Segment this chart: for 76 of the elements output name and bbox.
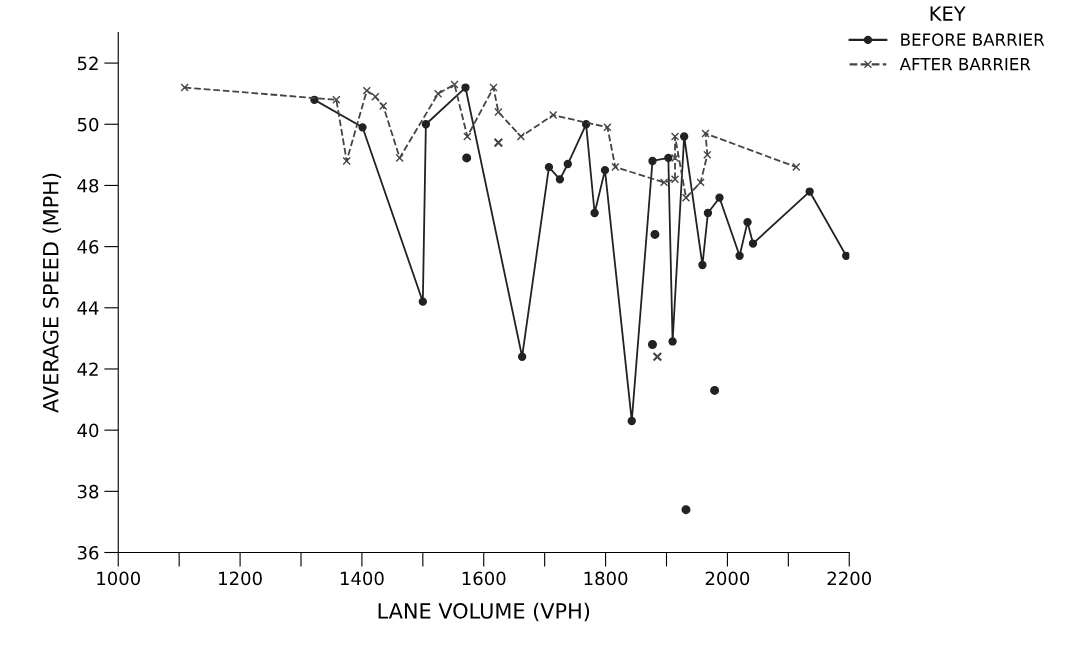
point [517, 352, 527, 361]
point [371, 92, 380, 101]
point [627, 416, 636, 426]
point [652, 351, 663, 362]
point [703, 150, 712, 160]
point [463, 132, 472, 141]
y-tick-label: 40 [77, 423, 99, 438]
point [659, 178, 669, 187]
point [670, 175, 680, 184]
point [648, 156, 657, 166]
point [494, 107, 503, 117]
point [332, 95, 341, 104]
point [489, 83, 498, 92]
y-axis-title: AVERAGE SPEED (MPH) [42, 173, 62, 413]
y-tick-label: 52 [77, 56, 98, 71]
point [710, 385, 720, 395]
point [715, 193, 724, 202]
point [362, 86, 371, 95]
point [681, 193, 691, 202]
point [647, 340, 657, 349]
legend-label: BEFORE BARRIER [901, 33, 1045, 46]
point [748, 239, 758, 248]
x-axis-title: LANE VOLUME (VPH) [378, 602, 590, 622]
point [395, 153, 404, 163]
point [743, 217, 752, 227]
y-tick-label: 36 [77, 545, 99, 560]
legend-title: KEY [930, 6, 966, 21]
point [544, 162, 554, 172]
y-tick-label: 46 [77, 240, 99, 254]
point [805, 187, 814, 196]
x-tick-label: 1200 [219, 571, 262, 586]
point [681, 505, 691, 515]
point [418, 297, 428, 306]
point [650, 229, 660, 239]
point [603, 123, 612, 132]
y-tick-label: 42 [77, 362, 98, 376]
point [696, 178, 705, 187]
point [493, 137, 504, 148]
point [555, 175, 565, 184]
y-tick-label: 50 [77, 117, 99, 132]
y-tick-label: 38 [77, 484, 99, 499]
x-tick-label: 1600 [462, 571, 506, 586]
point [842, 251, 850, 260]
point [563, 159, 572, 169]
x-tick-label: 1800 [584, 571, 628, 586]
point [549, 110, 558, 120]
x-tick-label: 1000 [97, 571, 141, 586]
point [664, 153, 673, 163]
point [701, 129, 710, 138]
point [461, 83, 470, 92]
point [379, 101, 388, 111]
point [670, 153, 680, 163]
x-tick-label: 2200 [827, 571, 872, 586]
y-tick-label: 48 [77, 178, 99, 193]
point [698, 260, 707, 270]
point [792, 162, 801, 172]
point [433, 89, 443, 98]
point [421, 120, 431, 129]
point [590, 208, 599, 218]
point [516, 132, 526, 141]
point [703, 208, 713, 218]
point [180, 83, 189, 92]
x-tick-label: 1400 [340, 571, 384, 586]
point [342, 156, 351, 166]
point [668, 337, 677, 346]
y-tick-label: 44 [77, 301, 99, 315]
point [462, 153, 472, 163]
point [450, 80, 459, 89]
point [600, 165, 610, 175]
point [358, 123, 367, 132]
legend-label: AFTER BARRIER [899, 58, 1031, 71]
point [670, 132, 680, 141]
point [679, 132, 689, 141]
point [611, 162, 620, 172]
x-tick-label: 2000 [705, 571, 750, 586]
point [735, 251, 744, 260]
